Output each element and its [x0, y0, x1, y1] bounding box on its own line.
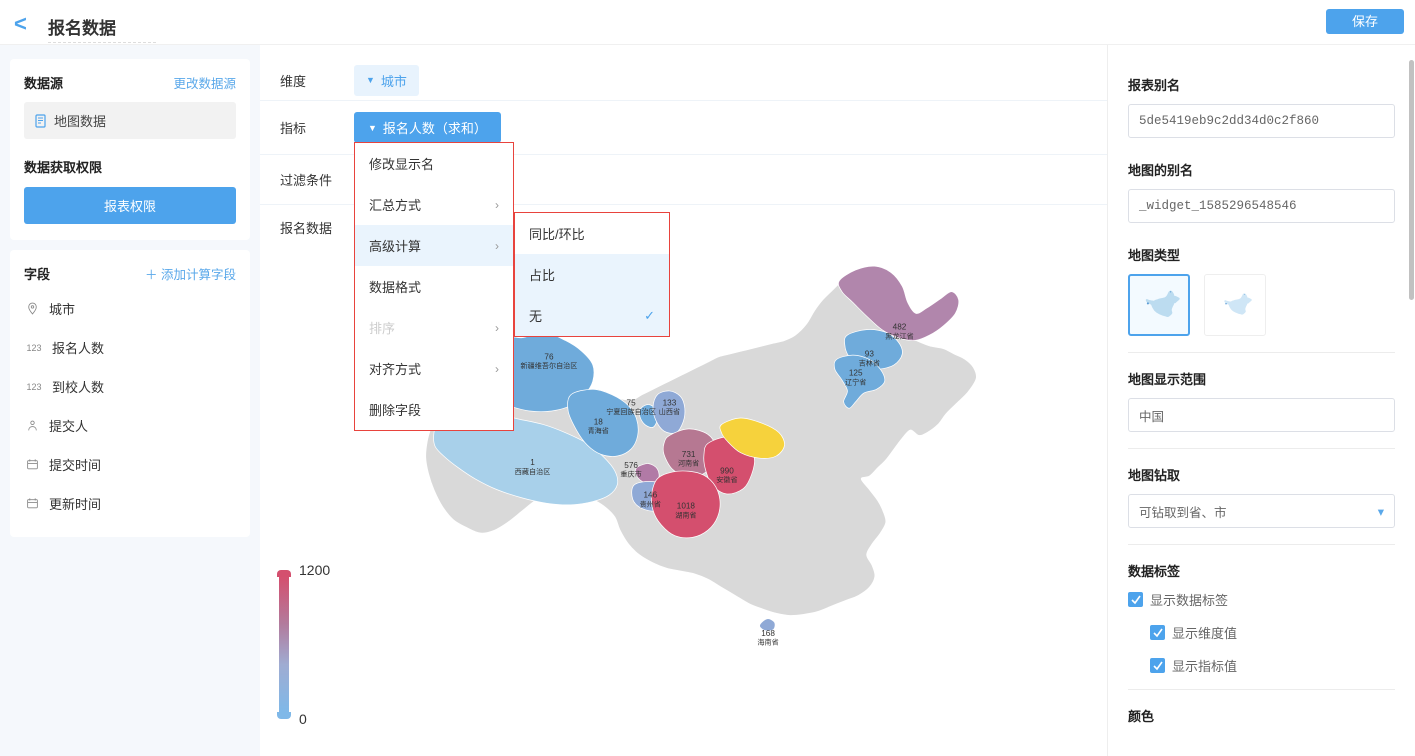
svg-text:168: 168: [761, 629, 775, 638]
svg-text:731: 731: [682, 450, 696, 459]
svg-text:湖南省: 湖南省: [675, 510, 696, 519]
svg-text:76: 76: [544, 353, 554, 362]
svg-text:1: 1: [530, 458, 535, 467]
svg-text:宁夏回族自治区: 宁夏回族自治区: [606, 407, 656, 416]
svg-text:河南省: 河南省: [678, 459, 699, 468]
svg-text:青海省: 青海省: [588, 426, 609, 435]
svg-text:482: 482: [893, 323, 907, 332]
svg-text:576: 576: [624, 461, 638, 470]
svg-text:990: 990: [720, 466, 734, 475]
svg-text:海南省: 海南省: [757, 638, 778, 647]
svg-text:125: 125: [849, 369, 863, 378]
svg-text:西藏自治区: 西藏自治区: [515, 467, 551, 476]
svg-text:新疆维吾尔自治区: 新疆维吾尔自治区: [521, 361, 578, 370]
svg-text:1018: 1018: [677, 502, 696, 511]
svg-text:93: 93: [865, 350, 875, 359]
svg-text:吉林省: 吉林省: [859, 358, 880, 367]
svg-text:山西省: 山西省: [659, 407, 680, 416]
svg-text:146: 146: [643, 491, 657, 500]
svg-text:安徽省: 安徽省: [716, 475, 737, 484]
svg-text:辽宁省: 辽宁省: [845, 377, 866, 386]
svg-text:贵州省: 贵州省: [640, 499, 661, 508]
svg-text:75: 75: [627, 399, 637, 408]
svg-text:18: 18: [594, 418, 604, 427]
svg-text:黑龙江省: 黑龙江省: [885, 331, 913, 340]
svg-text:重庆市: 重庆市: [620, 470, 641, 479]
svg-text:133: 133: [663, 399, 677, 408]
